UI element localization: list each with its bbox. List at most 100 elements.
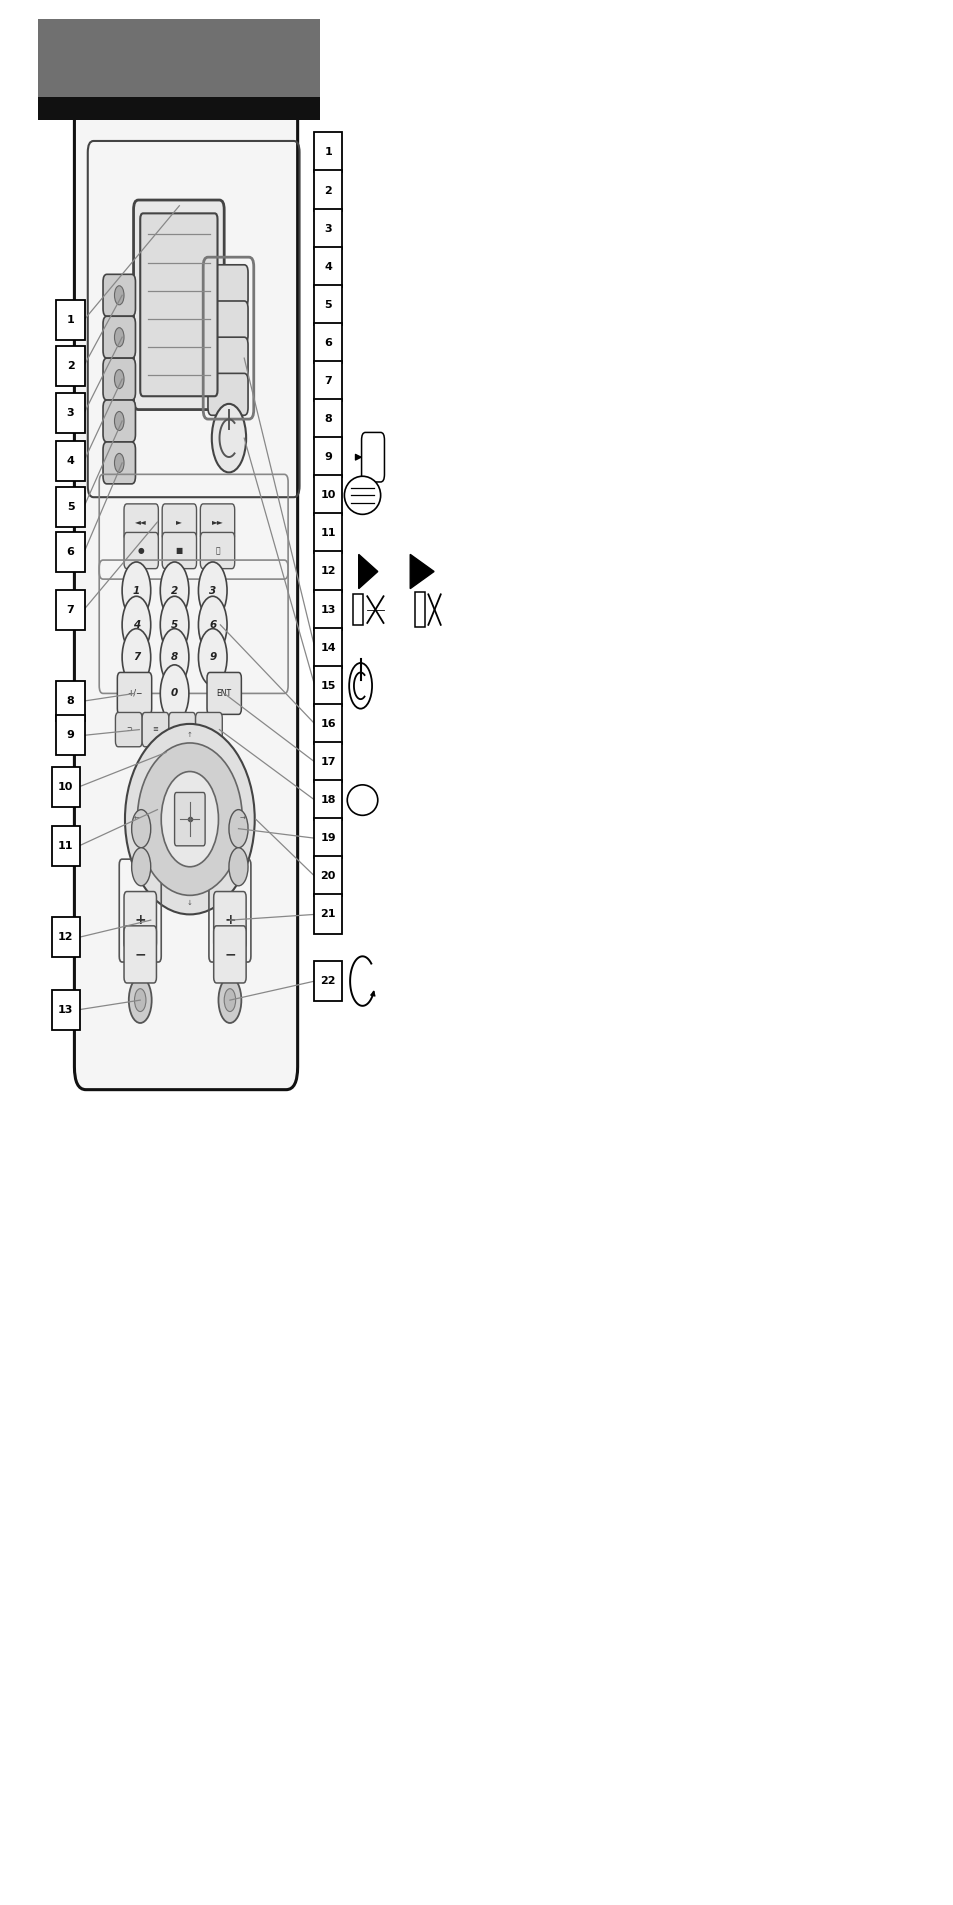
FancyBboxPatch shape xyxy=(200,503,234,541)
Circle shape xyxy=(132,848,151,886)
Text: 8: 8 xyxy=(171,652,178,663)
Text: +: + xyxy=(134,912,146,928)
FancyBboxPatch shape xyxy=(56,486,85,526)
Ellipse shape xyxy=(344,476,380,514)
Text: 9: 9 xyxy=(67,730,74,741)
FancyBboxPatch shape xyxy=(174,792,205,846)
FancyBboxPatch shape xyxy=(195,712,222,747)
Circle shape xyxy=(129,977,152,1023)
FancyBboxPatch shape xyxy=(74,91,297,1090)
Text: 15: 15 xyxy=(320,680,335,692)
Text: 18: 18 xyxy=(320,794,335,806)
Text: 9: 9 xyxy=(324,451,332,463)
Text: 5: 5 xyxy=(324,299,332,311)
Text: 4: 4 xyxy=(324,261,332,272)
FancyBboxPatch shape xyxy=(314,398,342,440)
Ellipse shape xyxy=(137,743,242,895)
Text: 4: 4 xyxy=(67,455,74,467)
Text: 13: 13 xyxy=(58,1004,73,1015)
Text: 19: 19 xyxy=(320,832,335,844)
FancyBboxPatch shape xyxy=(314,171,342,210)
Circle shape xyxy=(160,629,189,686)
FancyBboxPatch shape xyxy=(314,817,342,857)
Text: 4: 4 xyxy=(132,619,140,631)
Text: ≡: ≡ xyxy=(152,726,158,733)
Text: ENT: ENT xyxy=(216,690,232,697)
FancyBboxPatch shape xyxy=(140,213,217,396)
Text: 14: 14 xyxy=(320,642,335,653)
Text: 2: 2 xyxy=(324,185,332,196)
FancyBboxPatch shape xyxy=(314,589,342,629)
FancyBboxPatch shape xyxy=(56,714,85,754)
FancyBboxPatch shape xyxy=(314,436,342,476)
Text: 11: 11 xyxy=(320,528,335,539)
Text: −: − xyxy=(134,947,146,962)
Circle shape xyxy=(160,596,189,653)
FancyBboxPatch shape xyxy=(314,855,342,895)
Text: 6: 6 xyxy=(209,619,216,631)
Text: 6: 6 xyxy=(324,337,332,349)
Ellipse shape xyxy=(347,785,377,815)
Text: 7: 7 xyxy=(67,604,74,615)
FancyBboxPatch shape xyxy=(56,299,85,339)
FancyBboxPatch shape xyxy=(51,768,80,808)
FancyBboxPatch shape xyxy=(103,274,135,316)
Text: ►: ► xyxy=(176,518,182,526)
Circle shape xyxy=(229,848,248,886)
Text: 20: 20 xyxy=(320,871,335,882)
Circle shape xyxy=(198,596,227,653)
FancyBboxPatch shape xyxy=(314,781,342,819)
FancyBboxPatch shape xyxy=(314,741,342,783)
Circle shape xyxy=(114,328,124,347)
FancyBboxPatch shape xyxy=(314,893,342,933)
Text: ↓: ↓ xyxy=(187,899,193,907)
Circle shape xyxy=(349,663,372,709)
Circle shape xyxy=(114,370,124,389)
FancyBboxPatch shape xyxy=(415,592,424,627)
FancyBboxPatch shape xyxy=(117,672,152,714)
Text: 2: 2 xyxy=(171,585,178,596)
Circle shape xyxy=(160,665,189,722)
FancyBboxPatch shape xyxy=(56,589,85,629)
FancyBboxPatch shape xyxy=(38,97,319,120)
FancyBboxPatch shape xyxy=(56,440,85,480)
Circle shape xyxy=(132,810,151,848)
Text: 8: 8 xyxy=(67,695,74,707)
FancyBboxPatch shape xyxy=(162,531,196,568)
FancyBboxPatch shape xyxy=(56,392,85,432)
FancyBboxPatch shape xyxy=(103,358,135,400)
FancyBboxPatch shape xyxy=(314,360,342,400)
Text: 5: 5 xyxy=(171,619,178,631)
FancyBboxPatch shape xyxy=(51,991,80,1029)
Circle shape xyxy=(114,286,124,305)
FancyBboxPatch shape xyxy=(213,926,246,983)
FancyBboxPatch shape xyxy=(169,712,195,747)
Text: 5: 5 xyxy=(67,501,74,512)
Text: ■: ■ xyxy=(175,547,183,554)
Text: 1: 1 xyxy=(324,147,332,158)
FancyBboxPatch shape xyxy=(200,531,234,568)
Text: 3: 3 xyxy=(209,585,216,596)
FancyBboxPatch shape xyxy=(56,345,85,385)
Text: 12: 12 xyxy=(320,566,335,577)
Text: 16: 16 xyxy=(320,718,335,730)
Text: 12: 12 xyxy=(58,932,73,943)
Text: 2: 2 xyxy=(67,360,74,371)
FancyBboxPatch shape xyxy=(115,712,142,747)
Text: 9: 9 xyxy=(209,652,216,663)
Circle shape xyxy=(122,629,151,686)
FancyBboxPatch shape xyxy=(208,337,248,379)
Circle shape xyxy=(229,810,248,848)
Circle shape xyxy=(160,562,189,619)
Circle shape xyxy=(212,404,246,472)
FancyBboxPatch shape xyxy=(314,474,342,514)
Ellipse shape xyxy=(161,772,218,867)
Text: ◄◄: ◄◄ xyxy=(135,518,147,526)
FancyBboxPatch shape xyxy=(162,503,196,541)
Text: ►►: ►► xyxy=(212,518,223,526)
Circle shape xyxy=(122,562,151,619)
Text: +/−: +/− xyxy=(127,690,142,697)
FancyBboxPatch shape xyxy=(314,248,342,286)
Text: ●: ● xyxy=(138,547,144,554)
FancyBboxPatch shape xyxy=(56,680,85,720)
